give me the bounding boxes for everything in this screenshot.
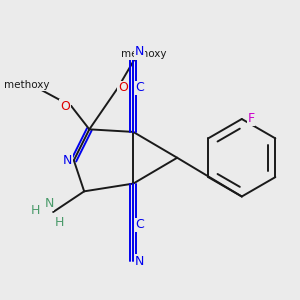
Text: N: N bbox=[44, 197, 54, 210]
Text: O: O bbox=[60, 100, 70, 112]
Text: O: O bbox=[118, 82, 128, 94]
Text: C: C bbox=[135, 218, 144, 231]
Text: C: C bbox=[135, 82, 144, 94]
Text: F: F bbox=[248, 112, 255, 125]
Text: N: N bbox=[63, 154, 72, 167]
Text: H: H bbox=[55, 216, 64, 229]
Text: methoxy: methoxy bbox=[121, 50, 166, 59]
Text: H: H bbox=[30, 205, 40, 218]
Text: N: N bbox=[135, 45, 144, 58]
Text: methoxy: methoxy bbox=[4, 80, 49, 90]
Text: N: N bbox=[135, 255, 144, 268]
